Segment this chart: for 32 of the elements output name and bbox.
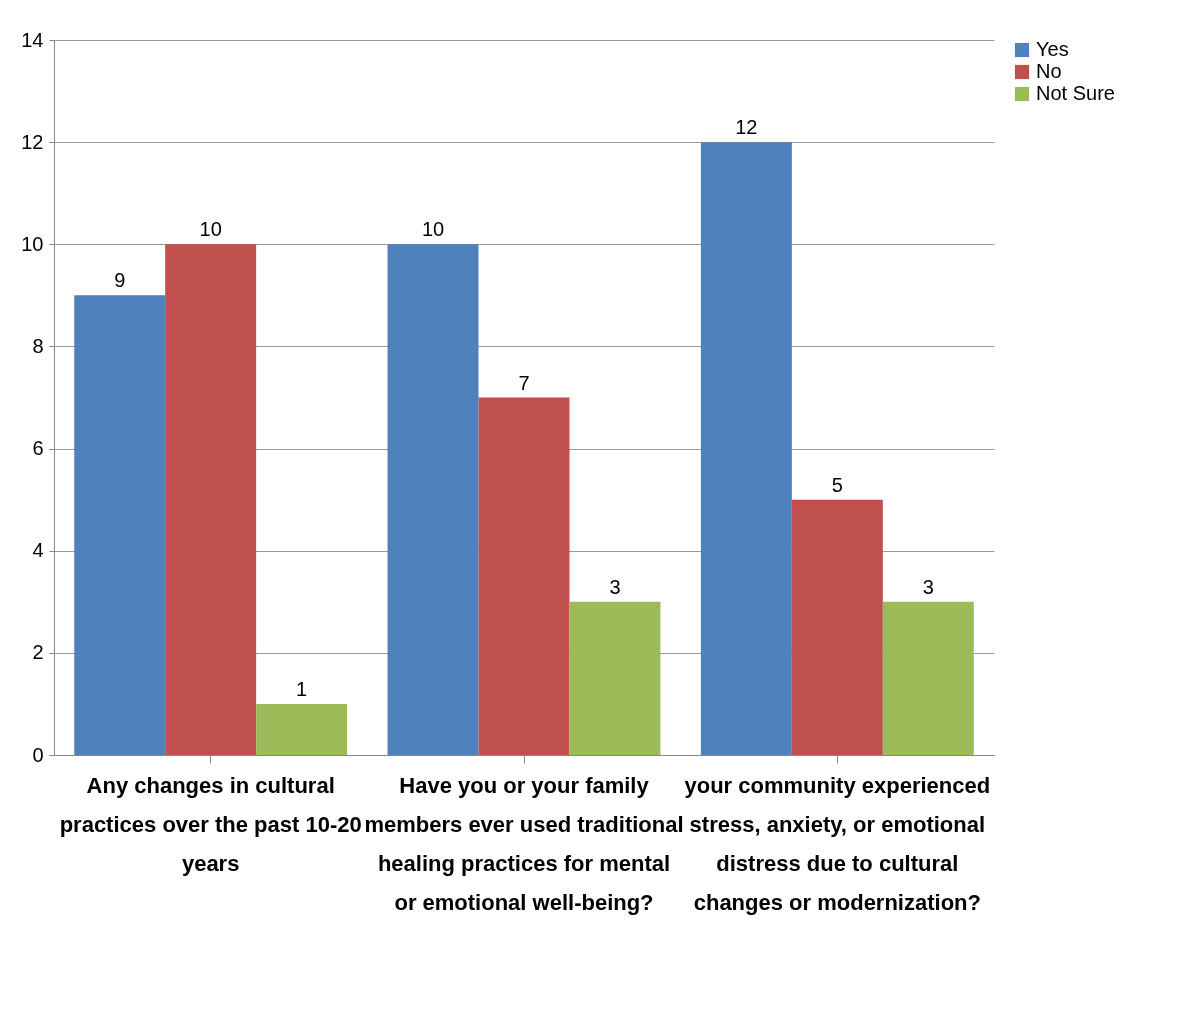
bar: [569, 601, 661, 755]
bar: [165, 244, 257, 755]
legend-label: Not Sure: [1036, 82, 1115, 104]
data-label: 3: [609, 575, 621, 598]
data-label: 1: [296, 677, 308, 700]
bar: [387, 244, 479, 755]
x-tick-label: your community experienced stress, anxiety, or emotional distress due to cultural changes or modernization?: [684, 772, 991, 915]
data-label: 5: [831, 473, 843, 496]
data-label: 10: [199, 218, 222, 241]
y-tick-label: 10: [21, 232, 44, 255]
x-tick-label: Have you or your family members ever used traditional healing practices for mental or emotional well-being?: [364, 772, 684, 915]
bar: [74, 295, 166, 755]
y-tick-label: 2: [32, 641, 44, 664]
y-tick-label: 8: [32, 334, 44, 357]
bar: [791, 499, 883, 755]
y-tick-label: 0: [32, 743, 44, 766]
y-tick-label: 14: [21, 28, 44, 51]
data-label: 7: [518, 371, 530, 394]
x-tick-label: Any changes in cultural practices over the past 10-20 years: [59, 772, 362, 876]
data-label: 12: [735, 116, 758, 139]
bar: [478, 397, 570, 755]
bar: [256, 703, 348, 755]
y-tick-label: 12: [21, 130, 44, 153]
y-tick-label: 4: [32, 539, 44, 562]
data-label: 10: [421, 218, 445, 241]
legend-label: Yes: [1036, 38, 1069, 60]
y-tick-label: 6: [32, 437, 44, 460]
bar: [882, 601, 974, 755]
legend-label: No: [1036, 60, 1062, 82]
bar: [700, 142, 792, 755]
data-label: 3: [922, 575, 934, 598]
data-label: 9: [114, 269, 126, 292]
